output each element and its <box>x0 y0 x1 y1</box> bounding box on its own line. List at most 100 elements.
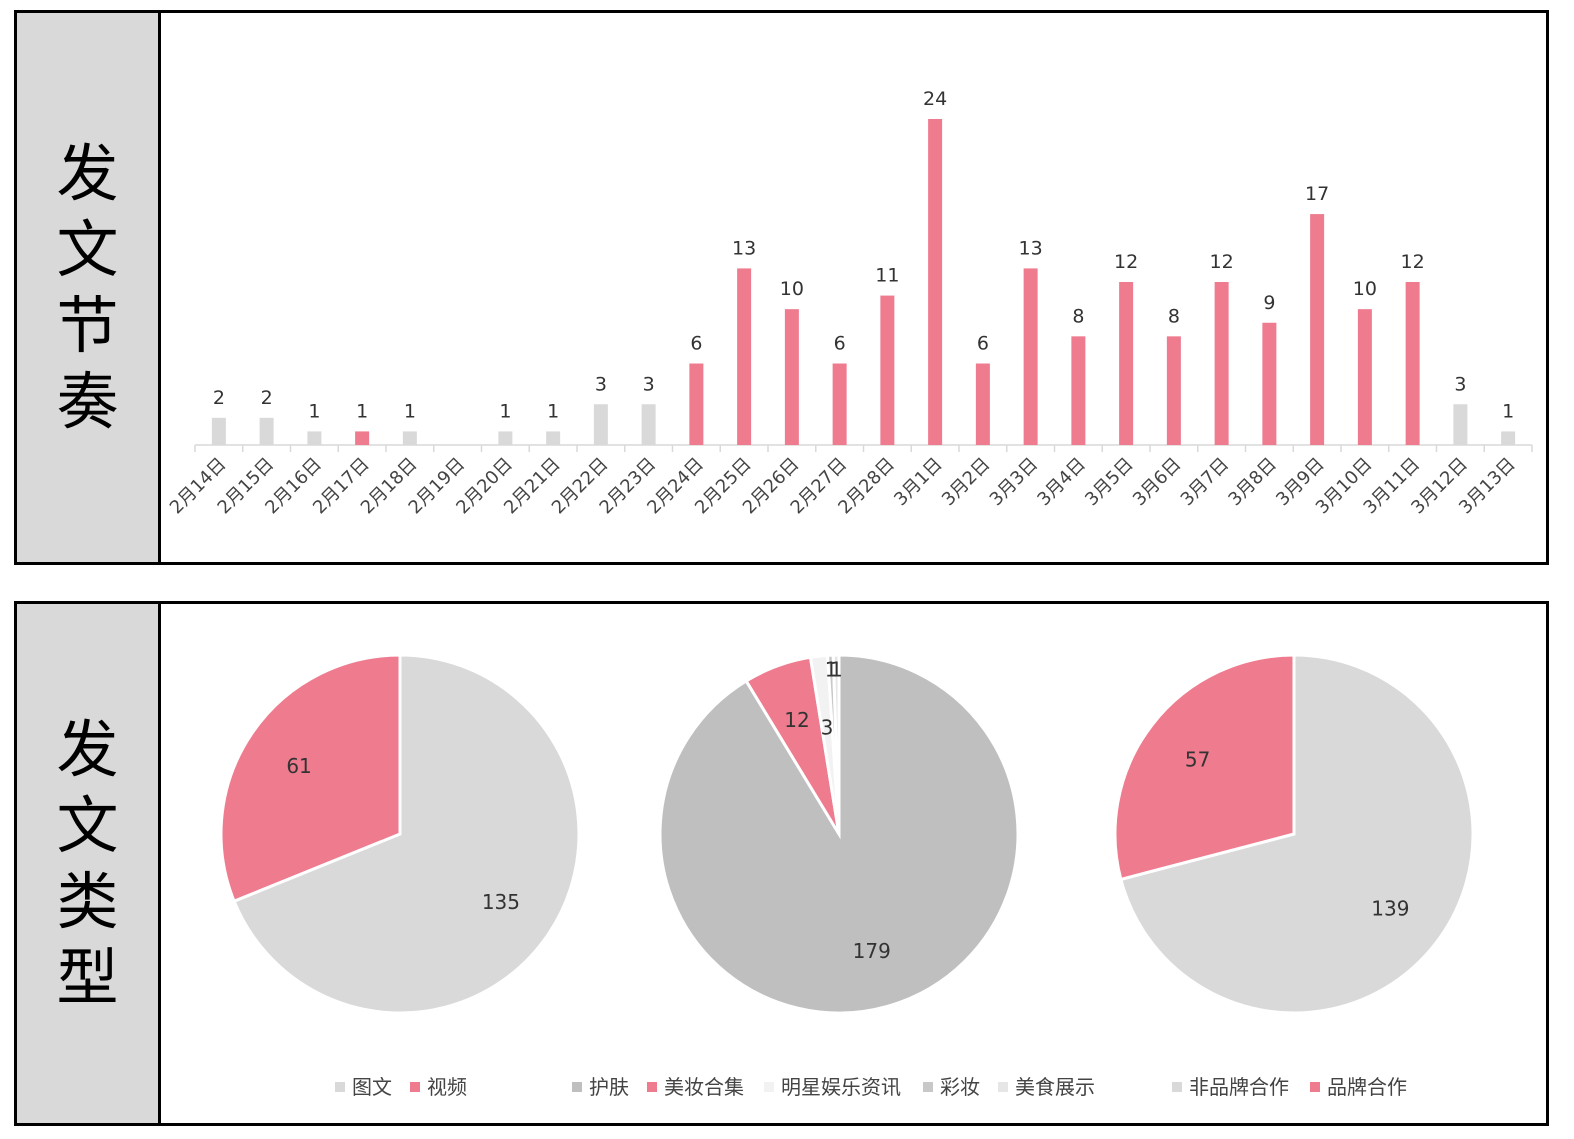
pie-value-label: 12 <box>784 708 809 732</box>
bar <box>546 431 561 445</box>
legend-label: 非品牌合作 <box>1189 1075 1289 1099</box>
pie-value-label: 1 <box>825 658 838 682</box>
bar-value-label: 1 <box>547 400 559 422</box>
legend-label: 美妆合集 <box>664 1075 744 1099</box>
posting-type-panel: 发 文 类 型 135 61 179 12 3 1 1 139 57 图文 视频 护肤 美妆合集 明星娱乐… <box>14 601 1549 1126</box>
x-tick-label: 3月7日 <box>1177 454 1234 511</box>
bar-value-label: 1 <box>404 400 416 422</box>
bar <box>880 295 895 445</box>
bar <box>1262 322 1277 445</box>
bar-value-label: 12 <box>1114 251 1138 273</box>
type-label-char-3: 类 <box>56 864 119 938</box>
bar-value-label: 2 <box>213 387 225 409</box>
bar <box>307 431 322 445</box>
x-tick-label: 3月3日 <box>986 454 1043 511</box>
legend-label: 护肤 <box>589 1075 629 1099</box>
bar-value-label: 13 <box>732 237 756 259</box>
bar <box>402 431 417 445</box>
legend-swatch <box>998 1082 1008 1092</box>
legend-swatch <box>647 1082 657 1092</box>
bar-value-label: 6 <box>834 333 846 355</box>
bar-value-label: 13 <box>1019 237 1043 259</box>
bar-value-label: 1 <box>499 400 511 422</box>
pie-value-label: 61 <box>286 754 311 778</box>
pie-value-label: 3 <box>821 715 834 739</box>
legend-label: 品牌合作 <box>1327 1075 1407 1099</box>
bar <box>689 363 704 445</box>
x-tick-label: 3月1日 <box>890 454 947 511</box>
bar-value-label: 3 <box>643 373 655 395</box>
pie-value-label: 57 <box>1185 748 1210 772</box>
bar <box>832 363 847 445</box>
pie-slice <box>219 653 402 904</box>
bar-value-label: 3 <box>1454 373 1466 395</box>
bar-value-label: 12 <box>1401 251 1425 273</box>
x-tick-label: 3月2日 <box>938 454 995 511</box>
x-tick-label: 3月5日 <box>1081 454 1138 511</box>
pie-slice <box>1119 653 1475 1015</box>
pie-value-label: 139 <box>1371 896 1409 920</box>
bar-value-label: 6 <box>977 333 989 355</box>
bar <box>1071 336 1086 445</box>
bar-value-label: 1 <box>308 400 320 422</box>
bar-value-label: 24 <box>923 88 947 110</box>
bar-value-label: 8 <box>1168 305 1180 327</box>
legend-swatch <box>572 1082 582 1092</box>
bar <box>1357 309 1372 445</box>
legend-swatch <box>1310 1082 1320 1092</box>
posting-type-label: 发 文 类 型 <box>17 604 161 1123</box>
bar <box>928 119 943 445</box>
legend-swatch <box>923 1082 933 1092</box>
bar <box>1501 431 1516 445</box>
bar <box>1119 282 1134 445</box>
legend-label: 视频 <box>427 1075 467 1099</box>
bar-value-label: 1 <box>1502 400 1514 422</box>
bar-value-label: 12 <box>1210 251 1234 273</box>
rhythm-label-char-3: 节 <box>56 288 119 362</box>
posting-rhythm-bar-chart: 22月14日22月15日12月16日12月17日12月18日2月19日12月20… <box>166 88 1533 518</box>
bar <box>1214 282 1229 445</box>
bar <box>1453 404 1468 445</box>
rhythm-label-char-1: 发 <box>56 136 119 210</box>
rhythm-label-char-4: 奏 <box>56 364 119 438</box>
bar-value-label: 8 <box>1072 305 1084 327</box>
posting-type-pie-charts: 135 61 179 12 3 11 139 57 图文 视频 护肤 美妆合集 明星娱乐资讯 彩妆 美食展示… <box>219 653 1475 1099</box>
type-label-char-1: 发 <box>56 712 119 786</box>
pie-slice <box>232 653 581 1015</box>
x-tick-label: 3月6日 <box>1129 454 1186 511</box>
bar <box>1023 268 1038 445</box>
bar-value-label: 10 <box>780 278 804 300</box>
x-tick-label: 3月8日 <box>1224 454 1281 511</box>
bar <box>641 404 656 445</box>
legend-label: 明星娱乐资讯 <box>781 1075 901 1099</box>
posting-rhythm-panel: 发 文 节 奏 2 2月14日 2 2月15日 1 2月16日 1 2月17日 1 2月18日 2月… <box>14 10 1549 565</box>
bar-value-label: 17 <box>1305 183 1329 205</box>
pie-slice <box>831 653 841 835</box>
legend-label: 图文 <box>352 1075 392 1099</box>
bar <box>737 268 752 445</box>
bar-value-label: 2 <box>261 387 273 409</box>
legend-swatch <box>764 1082 774 1092</box>
legend-swatch <box>1172 1082 1182 1092</box>
bar <box>1310 214 1325 445</box>
legend-label: 美食展示 <box>1015 1075 1095 1099</box>
bar-value-label: 10 <box>1353 278 1377 300</box>
bar-value-label: 11 <box>875 265 899 287</box>
pie-value-label: 135 <box>482 890 520 914</box>
bar-value-label: 1 <box>356 400 368 422</box>
bar-value-label: 9 <box>1263 292 1275 314</box>
bar <box>593 404 608 445</box>
type-label-char-4: 型 <box>56 940 119 1014</box>
pie-slice <box>1113 653 1296 882</box>
type-label-char-2: 文 <box>56 788 119 862</box>
bar <box>1166 336 1181 445</box>
bar <box>259 417 274 445</box>
bar <box>975 363 990 445</box>
bar <box>498 431 513 445</box>
legend-label: 彩妆 <box>940 1075 980 1099</box>
rhythm-label-char-2: 文 <box>56 212 119 286</box>
bar-value-label: 3 <box>595 373 607 395</box>
posting-rhythm-label: 发 文 节 奏 <box>17 13 161 562</box>
legend-swatch <box>410 1082 420 1092</box>
pie-value-label: 1 <box>830 657 843 681</box>
